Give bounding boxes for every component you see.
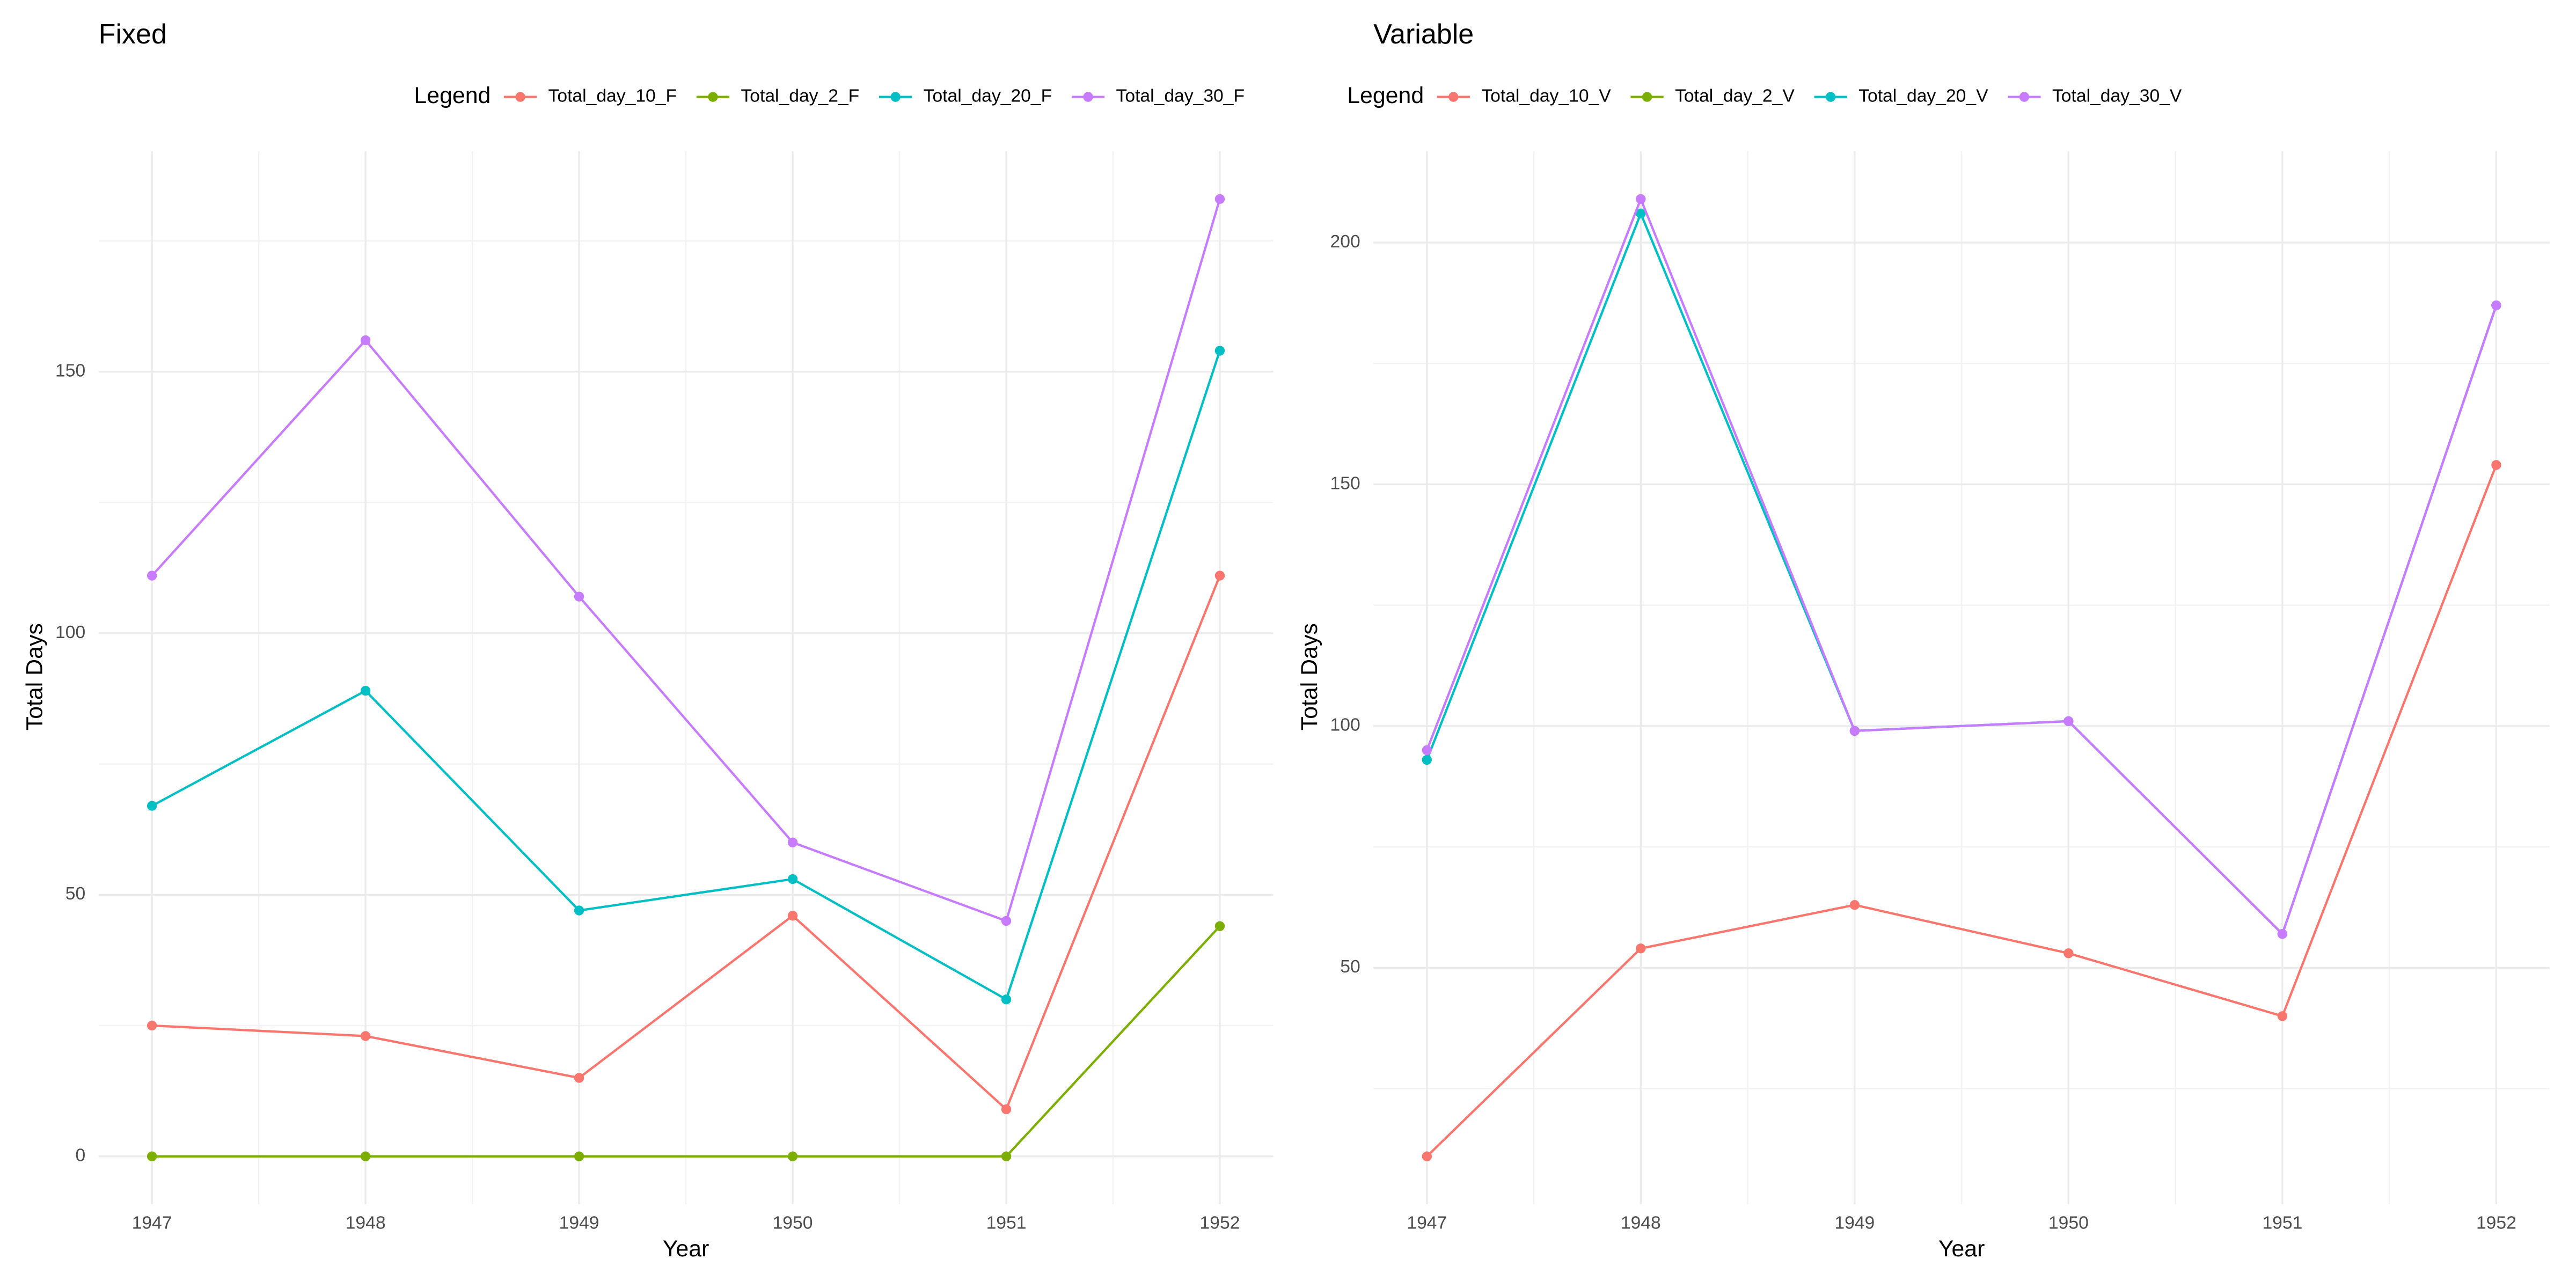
legend-item: Total_day_2_F <box>696 86 859 106</box>
x-tick-label: 1952 <box>1200 1213 1240 1233</box>
data-point <box>360 335 371 346</box>
legend-key-point <box>2019 92 2030 102</box>
data-point <box>147 1020 157 1031</box>
data-point <box>2063 948 2074 958</box>
data-point <box>1214 921 1225 931</box>
legend-title: Legend <box>414 83 491 108</box>
series-line <box>152 575 1221 1111</box>
legend-item: Total_day_20_V <box>1814 86 1988 106</box>
series-line <box>1426 464 2498 1158</box>
data-point <box>1214 194 1225 204</box>
data-point <box>360 1151 371 1161</box>
data-point <box>1001 994 1012 1005</box>
legend-key-point <box>1448 92 1459 102</box>
x-tick-label: 1947 <box>132 1213 172 1233</box>
data-point <box>147 570 157 581</box>
x-tick-label: 1951 <box>986 1213 1027 1233</box>
legend-label: Total_day_10_V <box>1481 86 1611 106</box>
series-line <box>151 350 1221 1001</box>
data-point <box>574 905 584 916</box>
x-tick-label: 1951 <box>2262 1213 2302 1233</box>
data-point <box>1422 755 1432 765</box>
y-tick-label: 100 <box>55 623 85 642</box>
y-tick-label: 100 <box>1330 715 1360 735</box>
x-tick-label: 1950 <box>773 1213 813 1233</box>
legend-label: Total_day_30_F <box>1116 86 1245 106</box>
legend-label: Total_day_20_F <box>924 86 1052 106</box>
series-line <box>151 199 1221 923</box>
legend-key-point <box>708 92 718 102</box>
data-point <box>1849 726 1860 736</box>
y-axis-title: Total Days <box>1297 623 1322 730</box>
legend-label: Total_day_30_V <box>2052 86 2182 106</box>
legend-label: Total_day_10_F <box>548 86 677 106</box>
data-point <box>574 1073 584 1083</box>
x-tick-label: 1948 <box>346 1213 386 1233</box>
legend-item: Total_day_10_F <box>503 86 677 106</box>
legend-item: Total_day_30_V <box>2008 86 2182 106</box>
data-point <box>147 1151 157 1161</box>
data-point <box>2277 929 2288 939</box>
legend-key-point <box>1642 92 1652 102</box>
data-point <box>360 1031 371 1041</box>
data-point <box>2491 300 2501 311</box>
y-tick-label: 150 <box>1330 473 1360 493</box>
y-tick-label: 50 <box>65 884 85 904</box>
y-tick-label: 150 <box>55 361 85 380</box>
legend-item: Total_day_30_F <box>1071 86 1245 106</box>
legend-label: Total_day_20_V <box>1858 86 1988 106</box>
legend-key-point <box>1825 92 1836 102</box>
x-tick-label: 1949 <box>559 1213 599 1233</box>
chart-title: Fixed <box>99 19 167 50</box>
x-tick-label: 1949 <box>1834 1213 1875 1233</box>
legend-item: Total_day_10_V <box>1437 86 1611 106</box>
x-tick-label: 1947 <box>1407 1213 1447 1233</box>
x-tick-label: 1952 <box>2476 1213 2516 1233</box>
data-point <box>1214 570 1225 581</box>
data-point <box>1636 194 1646 204</box>
data-point <box>1636 943 1646 954</box>
y-tick-label: 0 <box>75 1146 85 1166</box>
x-tick-label: 1950 <box>2048 1213 2089 1233</box>
data-point <box>360 685 371 696</box>
data-point <box>574 591 584 602</box>
data-point <box>2063 716 2074 727</box>
data-point <box>1214 346 1225 356</box>
legend-item: Total_day_20_F <box>879 86 1052 106</box>
legend-key-point <box>890 92 901 102</box>
data-point <box>787 874 798 884</box>
y-axis-title: Total Days <box>22 623 48 730</box>
y-tick-label: 50 <box>1340 957 1360 977</box>
data-point <box>1001 916 1012 926</box>
data-point <box>1422 745 1432 756</box>
data-point <box>1636 208 1646 219</box>
legend-key-point <box>1083 92 1093 102</box>
chart-title: Variable <box>1373 19 1474 50</box>
data-point <box>574 1151 584 1161</box>
x-tick-label: 1948 <box>1621 1213 1661 1233</box>
x-axis-title: Year <box>1938 1236 1985 1262</box>
legend-label: Total_day_2_F <box>741 86 859 106</box>
data-point <box>787 911 798 921</box>
legend-label: Total_day_2_V <box>1675 86 1795 106</box>
data-point <box>1422 1151 1432 1161</box>
data-point <box>147 801 157 811</box>
legend-title: Legend <box>1347 83 1424 108</box>
x-axis-title: Year <box>663 1236 709 1262</box>
series-line <box>1425 195 2498 936</box>
data-point <box>2491 460 2501 470</box>
legend-key-point <box>515 92 525 102</box>
data-point <box>787 1151 798 1161</box>
series-line <box>152 925 1221 1158</box>
data-point <box>2277 1011 2288 1021</box>
data-point <box>1001 1104 1012 1115</box>
y-tick-label: 200 <box>1330 232 1360 252</box>
data-point <box>1849 900 1860 910</box>
data-point <box>787 837 798 847</box>
data-point <box>1001 1151 1012 1161</box>
legend-item: Total_day_2_V <box>1630 86 1795 106</box>
